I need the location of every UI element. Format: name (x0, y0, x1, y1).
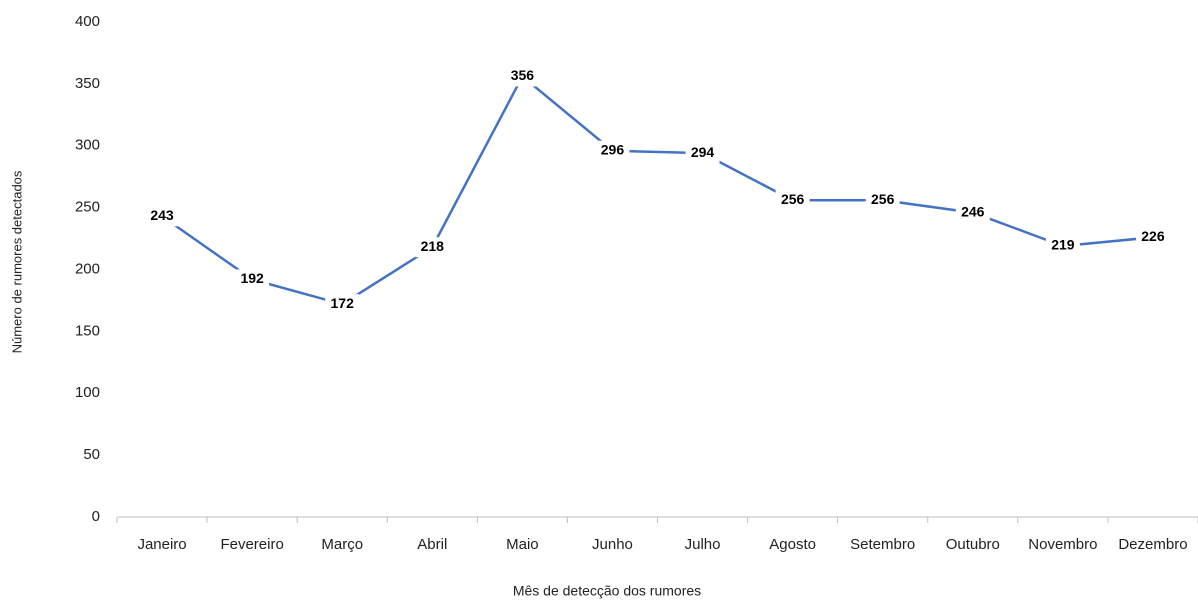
label-bg (1045, 235, 1080, 256)
y-tick-label: 50 (83, 446, 100, 463)
x-tick-label: Novembro (1028, 536, 1097, 553)
x-tick-label: Maio (506, 536, 539, 553)
data-label: 256 (781, 191, 805, 207)
label-bg (505, 66, 540, 87)
data-label: 172 (331, 295, 355, 311)
y-tick-label: 350 (75, 75, 100, 92)
label-bg (145, 206, 180, 227)
y-tick-label: 100 (75, 384, 100, 401)
x-tick-label: Julho (685, 536, 721, 553)
x-tick-label: Fevereiro (220, 536, 283, 553)
x-tick-label: Janeiro (137, 536, 186, 553)
label-bg (955, 202, 990, 223)
data-label: 356 (511, 67, 535, 83)
x-tick-label: Dezembro (1118, 536, 1187, 553)
data-label: 296 (601, 141, 625, 157)
x-tick-label: Abril (417, 536, 447, 553)
y-tick-label: 250 (75, 199, 100, 216)
x-axis-label: Mês de detecção dos rumores (513, 583, 701, 599)
data-label: 256 (871, 191, 895, 207)
label-bg (865, 190, 900, 211)
line (161, 74, 1154, 306)
data-label: 294 (691, 144, 715, 160)
x-tick-label: Setembro (850, 536, 915, 553)
data-label: 219 (1051, 237, 1075, 253)
data-label: 218 (421, 238, 445, 254)
y-tick-label: 150 (75, 322, 100, 339)
label-bg (415, 237, 450, 258)
x-tick-label: Junho (592, 536, 633, 553)
data-label: 243 (150, 207, 174, 223)
data-label: 192 (240, 270, 264, 286)
y-tick-label: 200 (75, 260, 100, 277)
data-label: 226 (1141, 228, 1165, 244)
label-bg (235, 269, 270, 290)
data-label: 246 (961, 203, 985, 219)
label-bg (325, 294, 360, 315)
y-tick-label: 0 (92, 508, 100, 525)
x-tick-label: Março (321, 536, 363, 553)
label-bg (775, 190, 810, 211)
y-tick-label: 400 (75, 13, 100, 30)
y-axis-label: Número de rumores detectados (9, 170, 24, 353)
x-tick-label: Agosto (769, 536, 816, 553)
y-tick-label: 300 (75, 137, 100, 154)
label-bg (595, 140, 630, 161)
label-bg (1135, 227, 1170, 248)
label-bg (685, 143, 720, 164)
x-tick-label: Outubro (946, 536, 1000, 553)
